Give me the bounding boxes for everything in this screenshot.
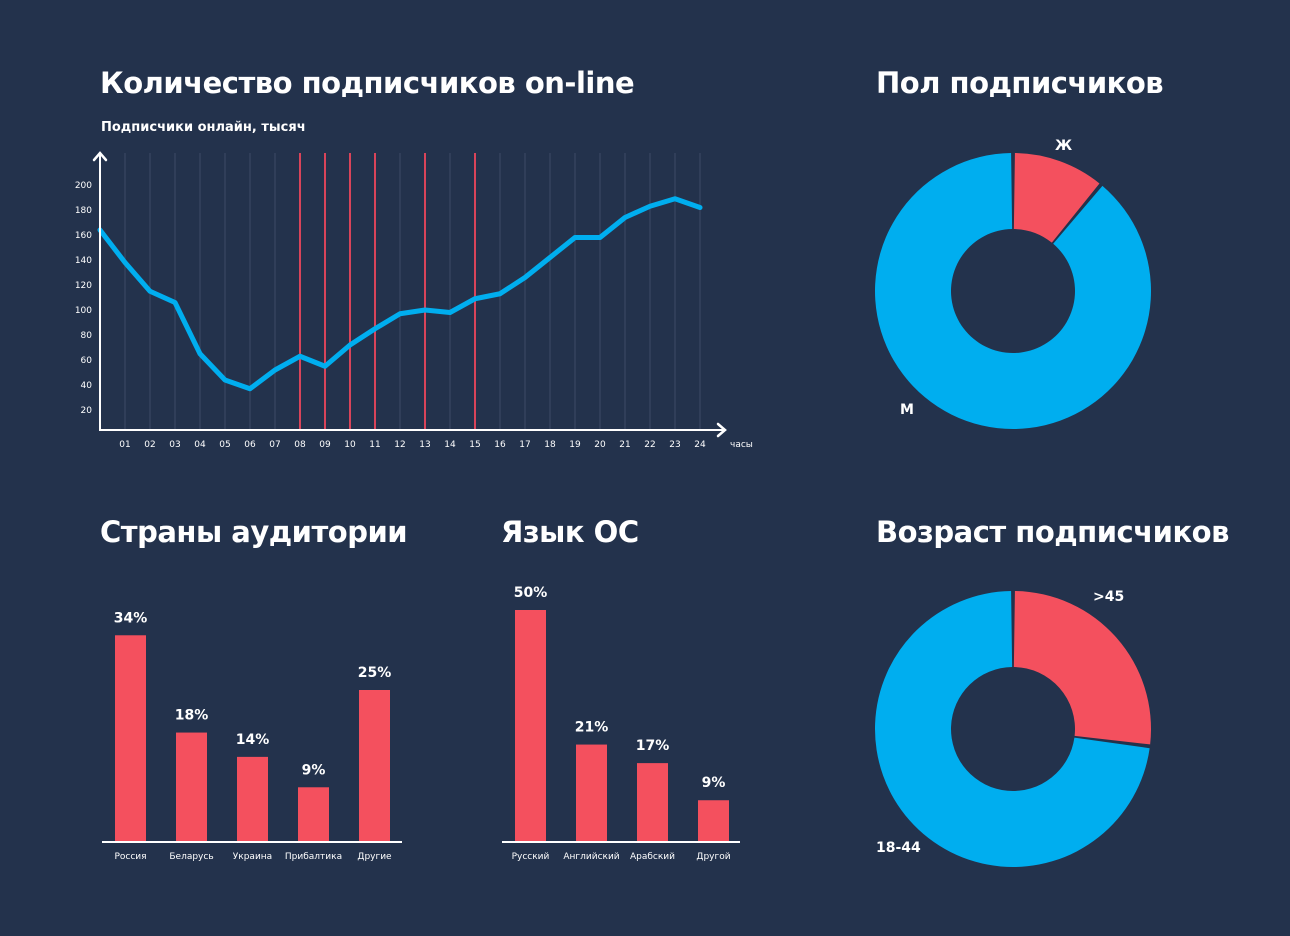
country-category-label: Беларусь [169, 852, 213, 862]
x-axis-ticks: 01 02 03 04 05 06 07 08 09 10 11 12 13 14 15 16 17 18 19 20… [119, 440, 706, 450]
country-category-label: Прибалтика [285, 852, 342, 862]
y-axis-arrow-icon [92, 151, 108, 162]
gender-segment-0 [1013, 153, 1100, 243]
x-tick-label: 05 [219, 440, 230, 450]
x-axis [99, 422, 727, 438]
country-bar [359, 690, 390, 842]
x-tick-label: 16 [494, 440, 506, 450]
country-bar [115, 635, 146, 842]
x-tick-label: 21 [619, 440, 630, 450]
gender-chart-title: Пол подписчиков [876, 66, 1164, 100]
x-tick-label: 18 [544, 440, 556, 450]
gender-label-female: Ж [1055, 138, 1072, 154]
y-tick-label: 160 [75, 231, 92, 241]
country-value-label: 34% [114, 610, 148, 626]
x-tick-label: 23 [669, 440, 680, 450]
countries-chart-title: Страны аудитории [100, 515, 408, 549]
x-tick-label: 02 [144, 440, 155, 450]
x-tick-label: 24 [694, 440, 706, 450]
age-label-over-45: >45 [1093, 589, 1124, 605]
age-label-18-44: 18-44 [876, 840, 921, 856]
os-language-category-label: Русский [512, 852, 550, 862]
y-tick-label: 180 [75, 206, 92, 216]
x-tick-label: 04 [194, 440, 206, 450]
x-tick-label: 08 [294, 440, 306, 450]
os-language-bar [576, 744, 607, 842]
os-language-category-label: Арабский [630, 852, 675, 862]
country-value-label: 25% [358, 665, 392, 681]
y-tick-label: 60 [81, 356, 93, 366]
country-bar [176, 732, 207, 842]
os-language-value-label: 21% [575, 720, 609, 736]
y-tick-label: 140 [75, 256, 92, 266]
country-category-label: Другие [357, 852, 392, 862]
y-tick-label: 40 [81, 381, 93, 391]
y-tick-label: 20 [81, 406, 93, 416]
age-segment-0 [1013, 591, 1151, 745]
x-axis-unit-label: часы [730, 440, 753, 450]
subscribers-line [97, 196, 703, 392]
x-tick-label: 11 [369, 440, 380, 450]
country-bar [237, 756, 268, 842]
x-tick-label: 22 [644, 440, 655, 450]
online-chart-title: Количество подписчиков on-line [100, 66, 635, 100]
x-tick-label: 06 [244, 440, 256, 450]
x-tick-label: 01 [119, 440, 130, 450]
x-tick-label: 03 [169, 440, 180, 450]
country-category-label: Украина [233, 852, 272, 862]
y-tick-label: 200 [75, 181, 92, 191]
highlighted-hour-markers [299, 153, 476, 430]
country-category-label: Россия [114, 852, 146, 862]
y-axis [92, 151, 108, 430]
gender-segment-1 [875, 153, 1152, 429]
x-tick-label: 09 [319, 440, 331, 450]
y-tick-label: 120 [75, 281, 92, 291]
gender-label-male: М [900, 402, 914, 418]
x-tick-label: 13 [419, 440, 430, 450]
y-tick-label: 80 [81, 331, 93, 341]
y-tick-label: 100 [75, 306, 92, 316]
os-language-value-label: 50% [514, 585, 548, 601]
os-language-category-label: Другой [696, 852, 730, 862]
x-tick-label: 17 [519, 440, 530, 450]
os-language-bar [637, 763, 668, 842]
x-tick-label: 10 [344, 440, 356, 450]
x-axis-arrow-icon [716, 422, 727, 438]
x-tick-label: 19 [569, 440, 581, 450]
os-language-value-label: 17% [636, 738, 670, 754]
os-language-category-label: Английский [563, 852, 619, 862]
x-tick-label: 12 [394, 440, 405, 450]
os-language-bar [698, 800, 729, 842]
country-value-label: 14% [236, 732, 270, 748]
online-chart-subtitle: Подписчики онлайн, тысяч [101, 120, 306, 135]
x-tick-label: 14 [444, 440, 456, 450]
x-tick-label: 15 [469, 440, 480, 450]
x-tick-label: 07 [269, 440, 280, 450]
age-chart-title: Возраст подписчиков [876, 515, 1229, 549]
country-value-label: 9% [302, 762, 326, 778]
os-language-value-label: 9% [702, 775, 726, 791]
y-axis-ticks: 20 40 60 80 100 120 140 160 180 200 [75, 181, 92, 416]
country-bar [298, 787, 329, 842]
age-segment-1 [875, 591, 1150, 868]
os-language-bar [515, 610, 546, 842]
x-tick-label: 20 [594, 440, 606, 450]
country-value-label: 18% [175, 708, 209, 724]
os-language-chart-title: Язык ОС [501, 515, 639, 549]
